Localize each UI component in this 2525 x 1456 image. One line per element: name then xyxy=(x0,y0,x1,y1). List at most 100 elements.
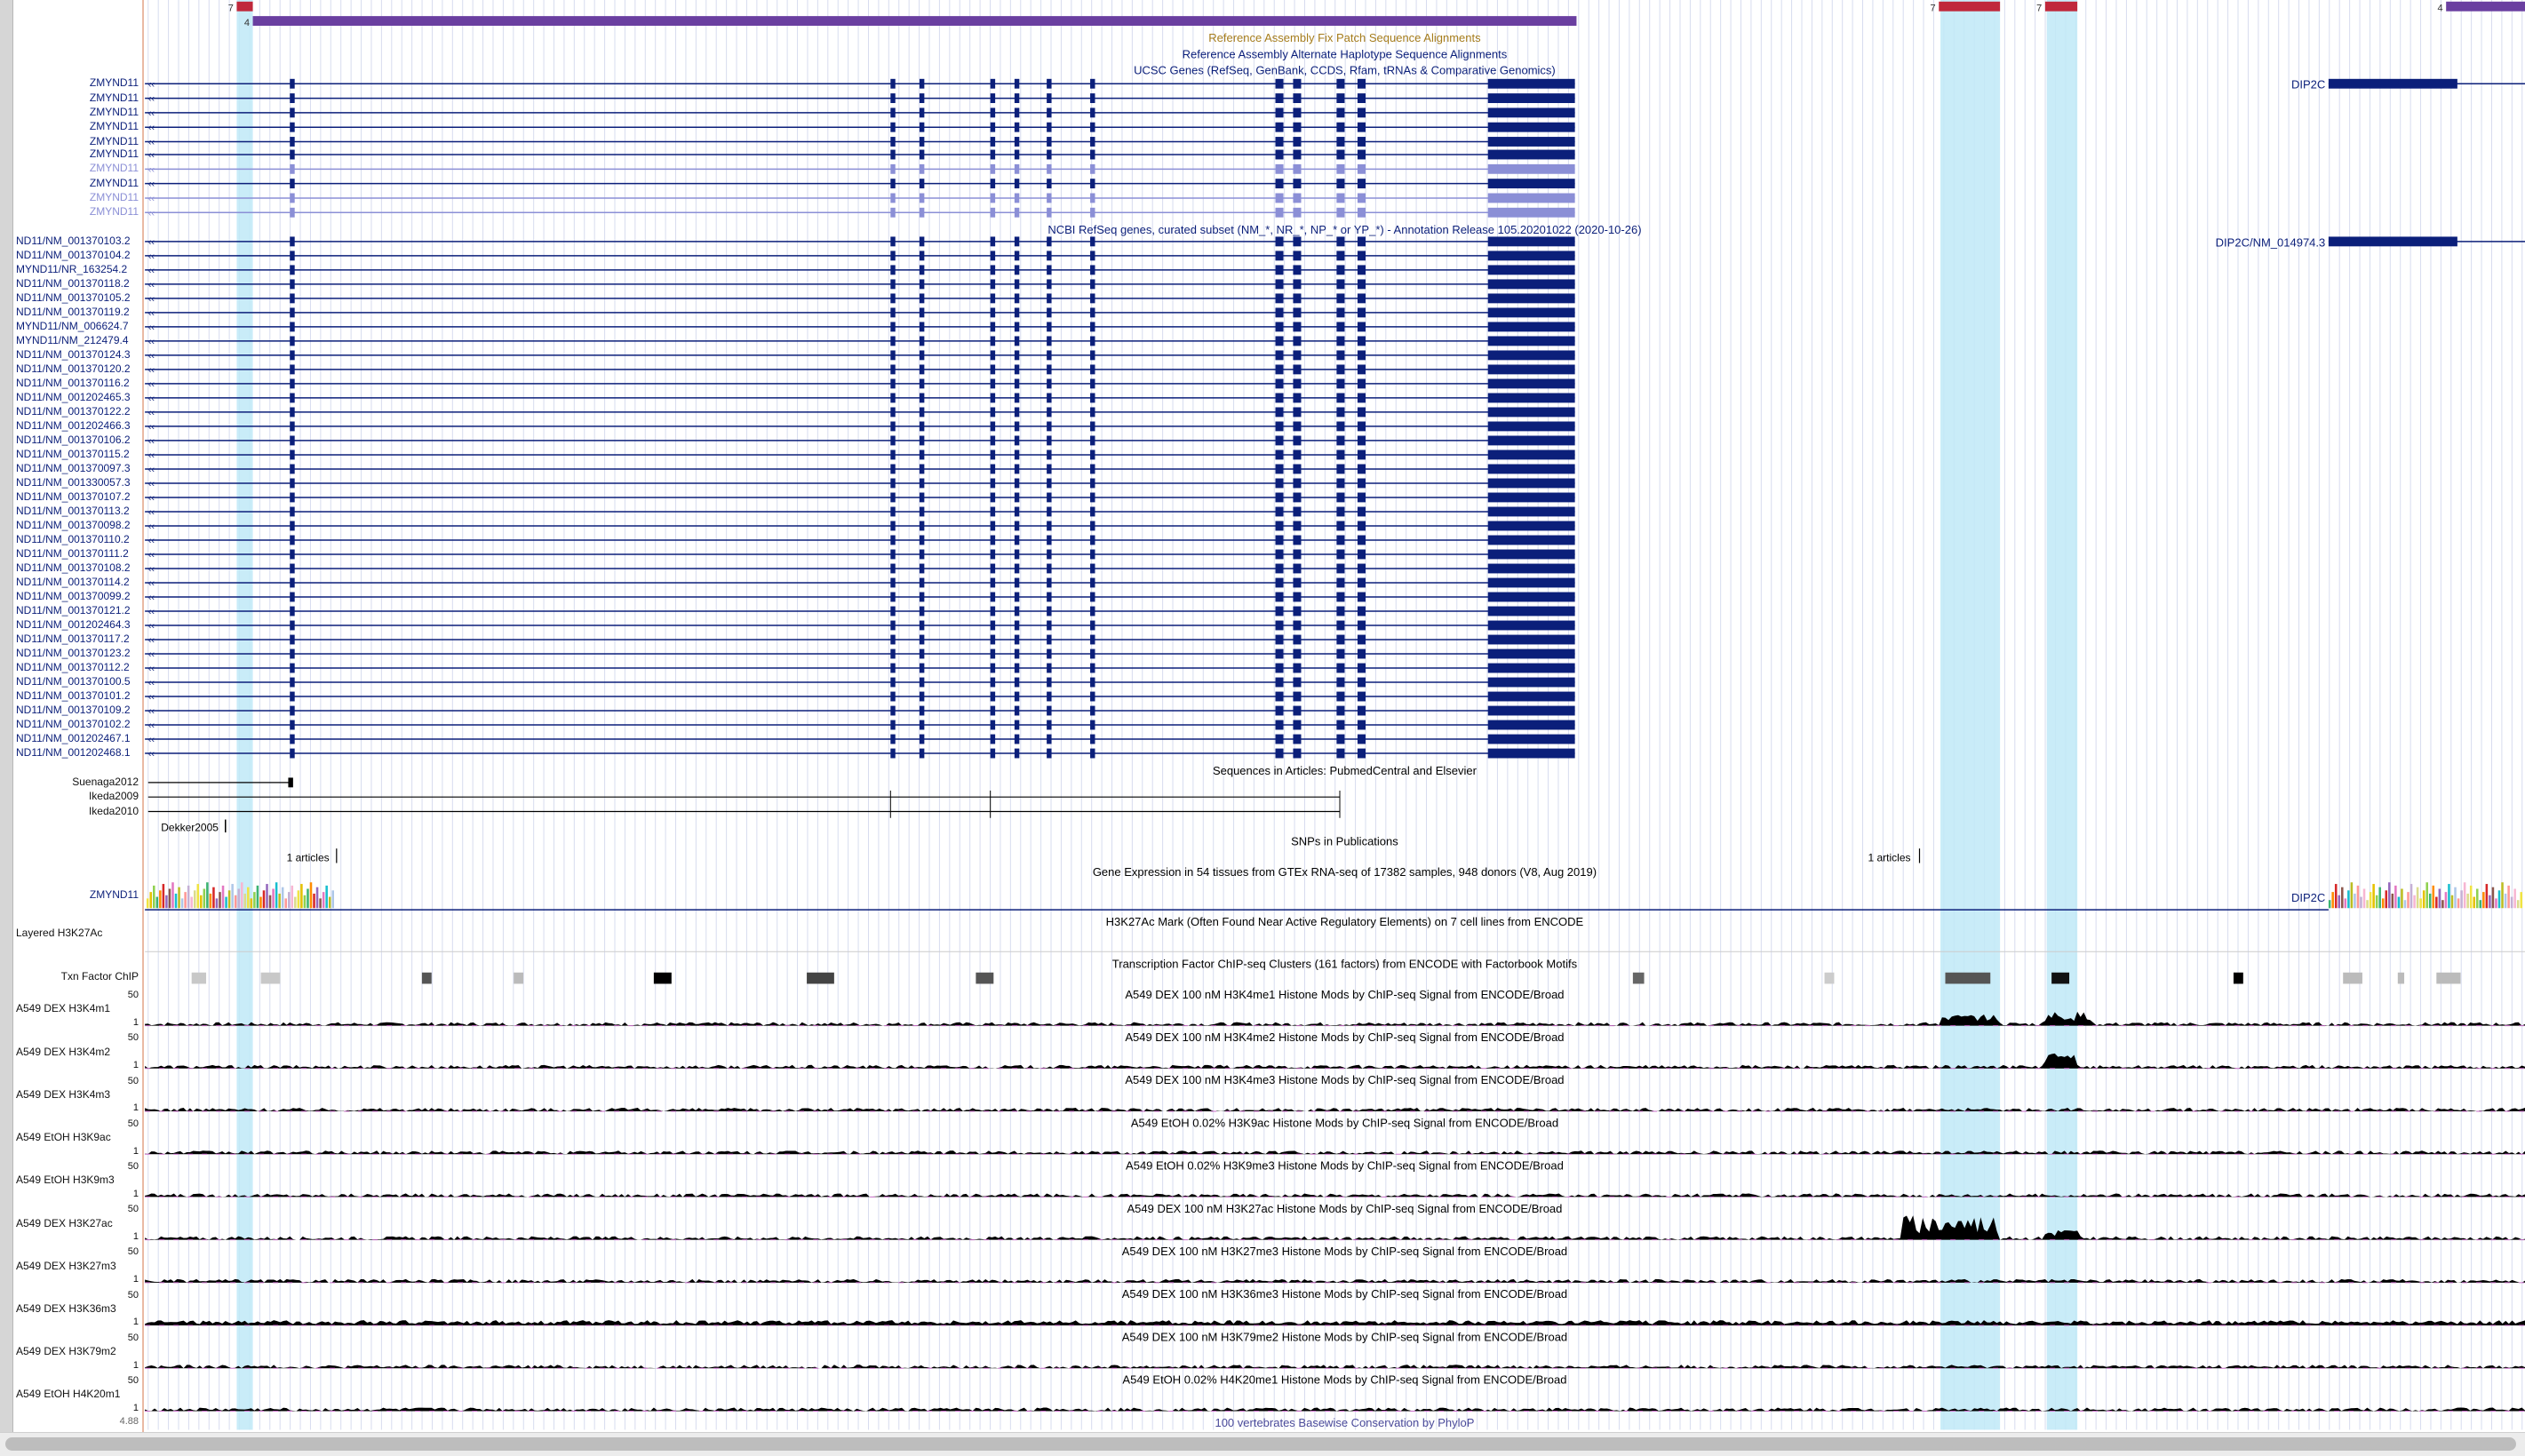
horizontal-scrollbar[interactable] xyxy=(0,1432,2525,1456)
refseq-gene-label[interactable]: ND11/NM_001370111.2 xyxy=(16,546,129,560)
article-label[interactable]: Suenaga2012 xyxy=(72,775,139,788)
refseq-gene-label[interactable]: ND11/NM_001202467.1 xyxy=(16,732,131,745)
refseq-gene-label[interactable]: ND11/NM_001370099.2 xyxy=(16,589,131,602)
refseq-gene-label[interactable]: ND11/NM_001370113.2 xyxy=(16,504,130,517)
refseq-gene-label[interactable]: ND11/NM_001370112.2 xyxy=(16,661,130,673)
gtex-bar xyxy=(2328,900,2331,909)
refseq-gene-label[interactable]: ND11/NM_001202468.1 xyxy=(16,746,131,760)
refseq-gene-label[interactable]: ND11/NM_001370105.2 xyxy=(16,290,131,304)
refseq-gene-label[interactable]: ND11/NM_001370108.2 xyxy=(16,561,131,574)
exon xyxy=(1090,606,1095,617)
refseq-gene-label[interactable]: ND11/NM_001370115.2 xyxy=(16,447,130,460)
signal-track-label[interactable]: A549 EtOH H3K9m3 xyxy=(16,1174,115,1187)
signal-track-label[interactable]: A549 DEX H3K27ac xyxy=(16,1216,113,1229)
refseq-gene-label[interactable]: MYND11/NR_163254.2 xyxy=(16,262,128,275)
layered-h3k27ac-label[interactable]: Layered H3K27Ac xyxy=(16,927,103,940)
strand-arrows: ‹‹ xyxy=(148,108,155,119)
refseq-gene-label[interactable]: ND11/NM_001370102.2 xyxy=(16,718,131,731)
refseq-gene-row: ‹‹ xyxy=(145,748,1575,760)
refseq-gene-label[interactable]: ND11/NM_001370123.2 xyxy=(16,647,131,659)
signal-track-label[interactable]: A549 DEX H3K4m3 xyxy=(16,1087,111,1101)
exon xyxy=(1090,393,1095,403)
exon xyxy=(1014,307,1020,318)
ucsc-gene-label[interactable]: ZMYND11 xyxy=(89,134,139,147)
ucsc-gene-label[interactable]: ZMYND11 xyxy=(89,205,139,219)
signal-track-plot xyxy=(145,1365,2525,1369)
exon xyxy=(1014,378,1020,389)
exon xyxy=(1090,435,1095,446)
refseq-gene-label[interactable]: ND11/NM_001370119.2 xyxy=(16,305,130,318)
refseq-gene-label[interactable]: ND11/NM_001330057.3 xyxy=(16,475,131,489)
scrollbar-thumb[interactable] xyxy=(5,1437,2516,1451)
refseq-gene-label[interactable]: ND11/NM_001370116.2 xyxy=(16,376,130,389)
refseq-gene-label[interactable]: MYND11/NM_006624.7 xyxy=(16,319,129,332)
gtex-bar xyxy=(2391,893,2394,909)
refseq-gene-label[interactable]: ND11/NM_001370110.2 xyxy=(16,532,130,545)
refseq-gene-label[interactable]: ND11/NM_001370106.2 xyxy=(16,433,131,446)
exon xyxy=(1336,179,1345,189)
ucsc-gene-label[interactable]: ZMYND11 xyxy=(89,120,139,133)
signal-track-label[interactable]: A549 DEX H3K36m3 xyxy=(16,1301,116,1315)
exon xyxy=(1047,93,1052,103)
refseq-gene-label[interactable]: ND11/NM_001370098.2 xyxy=(16,518,131,531)
article-label[interactable]: Ikeda2009 xyxy=(88,790,139,803)
signal-track-label[interactable]: A549 EtOH H4K20m1 xyxy=(16,1388,121,1401)
exon xyxy=(290,634,295,645)
signal-track-label[interactable]: A549 DEX H3K27m3 xyxy=(16,1259,116,1272)
ucsc-gene-label[interactable]: ZMYND11 xyxy=(89,176,139,189)
refseq-gene-label[interactable]: ND11/NM_001370122.2 xyxy=(16,404,131,418)
exon xyxy=(1014,293,1020,304)
refseq-gene-label[interactable]: ND11/NM_001202464.3 xyxy=(16,617,131,631)
refseq-gene-label[interactable]: MYND11/NM_212479.4 xyxy=(16,333,129,346)
signal-track-label[interactable]: A549 EtOH H3K9ac xyxy=(16,1131,111,1144)
refseq-gene-label[interactable]: ND11/NM_001370104.2 xyxy=(16,248,131,261)
txn-factor-label[interactable]: Txn Factor ChIP xyxy=(60,970,139,983)
exon xyxy=(1090,122,1095,132)
signal-track-plot xyxy=(145,1150,2525,1155)
exon xyxy=(1293,307,1302,318)
ucsc-gene-label[interactable]: ZMYND11 xyxy=(89,76,139,90)
utr-block xyxy=(1487,720,1575,730)
refseq-gene-label[interactable]: ND11/NM_001370114.2 xyxy=(16,575,130,588)
article-label[interactable]: Ikeda2010 xyxy=(88,804,139,817)
exon xyxy=(1047,251,1052,261)
signal-track-label[interactable]: A549 DEX H3K4m2 xyxy=(16,1045,111,1058)
exon xyxy=(1336,435,1345,446)
ucsc-gene-label[interactable]: ZMYND11 xyxy=(89,91,139,104)
strand-arrows: ‹‹ xyxy=(148,564,155,575)
ucsc-gene-label[interactable]: ZMYND11 xyxy=(89,190,139,203)
signal-track-label[interactable]: A549 DEX H3K79m2 xyxy=(16,1345,116,1358)
gtex-bar xyxy=(243,893,247,909)
gtex-gene-label[interactable]: ZMYND11 xyxy=(89,887,139,901)
refseq-gene-label[interactable]: ND11/NM_001370107.2 xyxy=(16,489,131,503)
ucsc-gene-label[interactable]: ZMYND11 xyxy=(89,105,139,118)
exon xyxy=(919,663,925,673)
ucsc-gene-label[interactable]: ZMYND11 xyxy=(89,162,139,175)
gtex-bar xyxy=(300,884,303,909)
ucsc-gene-label[interactable]: ZMYND11 xyxy=(89,147,139,160)
exon xyxy=(919,421,925,432)
refseq-gene-label[interactable]: ND11/NM_001370120.2 xyxy=(16,362,131,375)
ucsc-gene-row: ‹‹ xyxy=(145,207,1575,219)
refseq-gene-label[interactable]: ND11/NM_001370109.2 xyxy=(16,704,131,717)
refseq-gene-label[interactable]: ND11/NM_001370117.2 xyxy=(16,632,130,645)
exon xyxy=(1357,364,1366,375)
refseq-gene-label[interactable]: ND11/NM_001370121.2 xyxy=(16,603,131,617)
exon xyxy=(890,748,896,759)
refseq-gene-label[interactable]: ND11/NM_001370124.3 xyxy=(16,347,131,361)
track-button-column[interactable] xyxy=(0,0,13,1432)
exon xyxy=(919,193,925,203)
refseq-gene-label[interactable]: ND11/NM_001202465.3 xyxy=(16,390,131,403)
exon xyxy=(990,378,996,389)
signal-track-label[interactable]: A549 DEX H3K4m1 xyxy=(16,1002,111,1015)
refseq-gene-label[interactable]: ND11/NM_001202466.3 xyxy=(16,418,131,432)
refseq-gene-label[interactable]: ND11/NM_001370118.2 xyxy=(16,276,130,290)
refseq-gene-label[interactable]: ND11/NM_001370103.2 xyxy=(16,234,131,247)
refseq-gene-row: ‹‹ xyxy=(145,506,1575,518)
refseq-gene-label[interactable]: ND11/NM_001370100.5 xyxy=(16,675,131,688)
refseq-gene-label[interactable]: ND11/NM_001370101.2 xyxy=(16,689,131,702)
refseq-gene-label[interactable]: ND11/NM_001370097.3 xyxy=(16,461,131,474)
exon xyxy=(890,506,896,517)
